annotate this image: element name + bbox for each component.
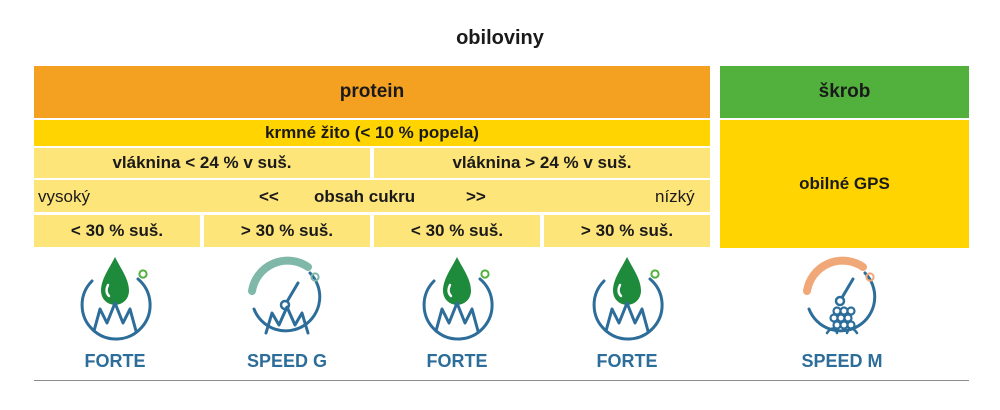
sugar-right-arrows: >> [466, 187, 486, 206]
ts-cell-3: < 30 % suš. [374, 215, 540, 247]
drop-grass-icon [422, 257, 494, 341]
bottom-divider [34, 380, 969, 381]
vlaknina-high-cell: vláknina > 24 % v suš. [374, 148, 710, 178]
sugar-high-label: vysoký [38, 187, 90, 206]
product-label-speed-g: SPEED G [246, 351, 328, 371]
sugar-left-arrows: << [259, 187, 279, 206]
vlaknina-low-cell: vláknina < 24 % v suš. [34, 148, 370, 178]
ts-cell-2: > 30 % suš. [204, 215, 370, 247]
product-label-forte-1: FORTE [84, 351, 146, 371]
drop-grass-icon [80, 257, 152, 341]
skrob-header: škrob [720, 66, 969, 118]
obilne-gps-cell: obilné GPS [720, 120, 969, 248]
ts-cell-4: > 30 % suš. [544, 215, 710, 247]
sugar-content-label: obsah cukru [314, 187, 416, 206]
speedometer-grass-icon [248, 256, 322, 335]
krmne-zito-row: krmné žito (< 10 % popela) [34, 120, 710, 146]
protein-header: protein [34, 66, 710, 118]
product-label-forte-2: FORTE [426, 351, 488, 371]
ts-cell-1: < 30 % suš. [34, 215, 200, 247]
speedometer-corn-icon [803, 256, 877, 335]
sugar-content-row: vysoký << obsah cukru >> nízký [34, 180, 710, 212]
page-title: obiloviny [456, 27, 544, 49]
product-label-speed-m: SPEED M [801, 351, 883, 371]
sugar-low-label: nízký [655, 187, 695, 206]
drop-grass-icon [592, 257, 664, 341]
product-label-forte-3: FORTE [596, 351, 658, 371]
